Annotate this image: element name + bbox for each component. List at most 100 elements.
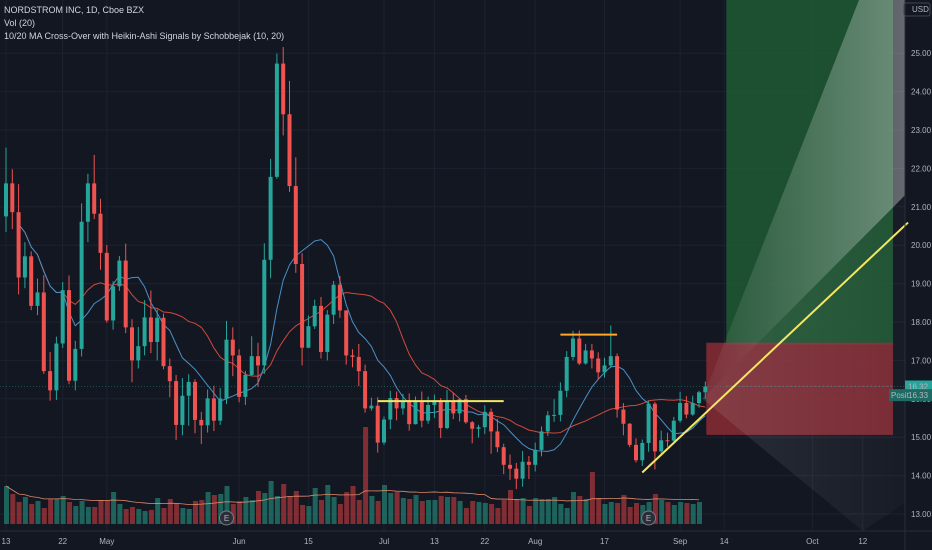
candle-body bbox=[602, 365, 607, 373]
candle-body bbox=[67, 290, 71, 381]
trendline bbox=[641, 221, 909, 474]
candle-body bbox=[419, 401, 424, 421]
candle-body bbox=[394, 398, 399, 409]
candle bbox=[646, 400, 651, 452]
candle bbox=[331, 280, 336, 324]
candle bbox=[589, 343, 594, 369]
candle bbox=[659, 430, 664, 454]
candle-body bbox=[274, 63, 279, 177]
candle-body bbox=[268, 176, 273, 260]
candle bbox=[350, 349, 355, 368]
candle-body bbox=[703, 386, 708, 393]
volume-bar bbox=[526, 506, 532, 524]
candle-body bbox=[388, 398, 393, 420]
volume-bar bbox=[445, 497, 450, 524]
candle bbox=[533, 442, 538, 472]
volume-bar bbox=[678, 502, 684, 524]
time-tick-label: Jul bbox=[379, 537, 389, 546]
candle bbox=[621, 403, 626, 436]
volume-bar bbox=[205, 492, 211, 524]
volume-bar bbox=[627, 507, 633, 524]
candle bbox=[325, 310, 330, 361]
volume-bar bbox=[501, 500, 507, 524]
candle bbox=[634, 438, 638, 463]
candle bbox=[79, 203, 84, 357]
candle bbox=[224, 320, 229, 405]
candle bbox=[640, 439, 645, 466]
candle-body bbox=[577, 338, 582, 364]
earnings-marker: E bbox=[641, 510, 657, 526]
currency-box bbox=[903, 2, 931, 17]
volume-bar bbox=[684, 503, 690, 524]
candle-body bbox=[281, 63, 286, 115]
projection-fan-lower bbox=[702, 195, 905, 531]
volume-bar bbox=[583, 499, 589, 524]
candle bbox=[287, 80, 292, 192]
time-tick-label: Sep bbox=[673, 537, 688, 546]
candle-body bbox=[205, 398, 210, 426]
candle bbox=[451, 392, 456, 420]
volume-bar bbox=[615, 503, 621, 524]
price-tick-label: 23.00 bbox=[911, 126, 932, 135]
candle-body bbox=[224, 339, 229, 399]
volume-bar bbox=[4, 486, 9, 524]
volume-bar bbox=[67, 502, 72, 524]
candle-body bbox=[60, 290, 65, 344]
price-tick-label: 18.00 bbox=[911, 318, 932, 327]
candle-body bbox=[400, 401, 405, 409]
price-tick-label: 13.00 bbox=[911, 510, 932, 519]
candle-body bbox=[571, 338, 575, 357]
volume-bar bbox=[142, 511, 148, 524]
candle bbox=[552, 399, 557, 422]
volume-bar bbox=[199, 500, 205, 524]
volume-indicator-label[interactable]: Vol (20) bbox=[4, 18, 36, 28]
volume-bar bbox=[489, 504, 495, 524]
volume-bar bbox=[482, 503, 488, 524]
time-tick-label: 17 bbox=[600, 537, 609, 546]
volume-bar bbox=[432, 500, 438, 524]
position-price: 16.33 bbox=[908, 391, 929, 400]
candle-body bbox=[640, 442, 645, 461]
candle bbox=[193, 379, 197, 434]
position-zones bbox=[0, 0, 905, 531]
candle bbox=[312, 299, 317, 329]
volume-bar bbox=[167, 499, 173, 524]
volume-bar bbox=[476, 502, 482, 524]
volume-bar bbox=[382, 485, 387, 524]
volume-bar bbox=[274, 496, 280, 524]
volume-bar bbox=[369, 496, 375, 524]
volume-bar bbox=[375, 501, 381, 524]
symbol-title[interactable]: NORDSTROM INC, 1D, Cboe BZX bbox=[4, 5, 145, 15]
candle-body bbox=[167, 366, 172, 382]
candle-body bbox=[117, 260, 122, 287]
volume-bar bbox=[230, 504, 236, 524]
candle-body bbox=[142, 317, 147, 347]
candle bbox=[48, 351, 53, 401]
candle bbox=[615, 353, 620, 418]
candle bbox=[199, 411, 204, 445]
candle-body bbox=[300, 264, 305, 348]
candle-body bbox=[306, 326, 311, 348]
candle-body bbox=[211, 398, 216, 421]
candle bbox=[463, 394, 468, 424]
volume-bar bbox=[16, 502, 22, 524]
position-label: Posit bbox=[891, 391, 910, 400]
candle-body bbox=[319, 305, 323, 352]
candle bbox=[60, 282, 65, 349]
candle-body bbox=[684, 403, 689, 415]
volume-bar bbox=[337, 504, 343, 524]
candle-body bbox=[463, 399, 468, 423]
candle-body bbox=[533, 449, 538, 465]
candle bbox=[665, 432, 670, 447]
candle bbox=[432, 394, 437, 418]
volume-bar bbox=[29, 504, 35, 524]
candle bbox=[117, 255, 122, 291]
candle-body bbox=[558, 390, 563, 415]
moving-averages bbox=[18, 224, 706, 452]
candle bbox=[501, 443, 506, 475]
candle-body bbox=[526, 461, 531, 465]
ma-indicator-label[interactable]: 10/20 MA Cross-Over with Heikin-Ashi Sig… bbox=[4, 31, 285, 41]
candle bbox=[249, 336, 254, 377]
